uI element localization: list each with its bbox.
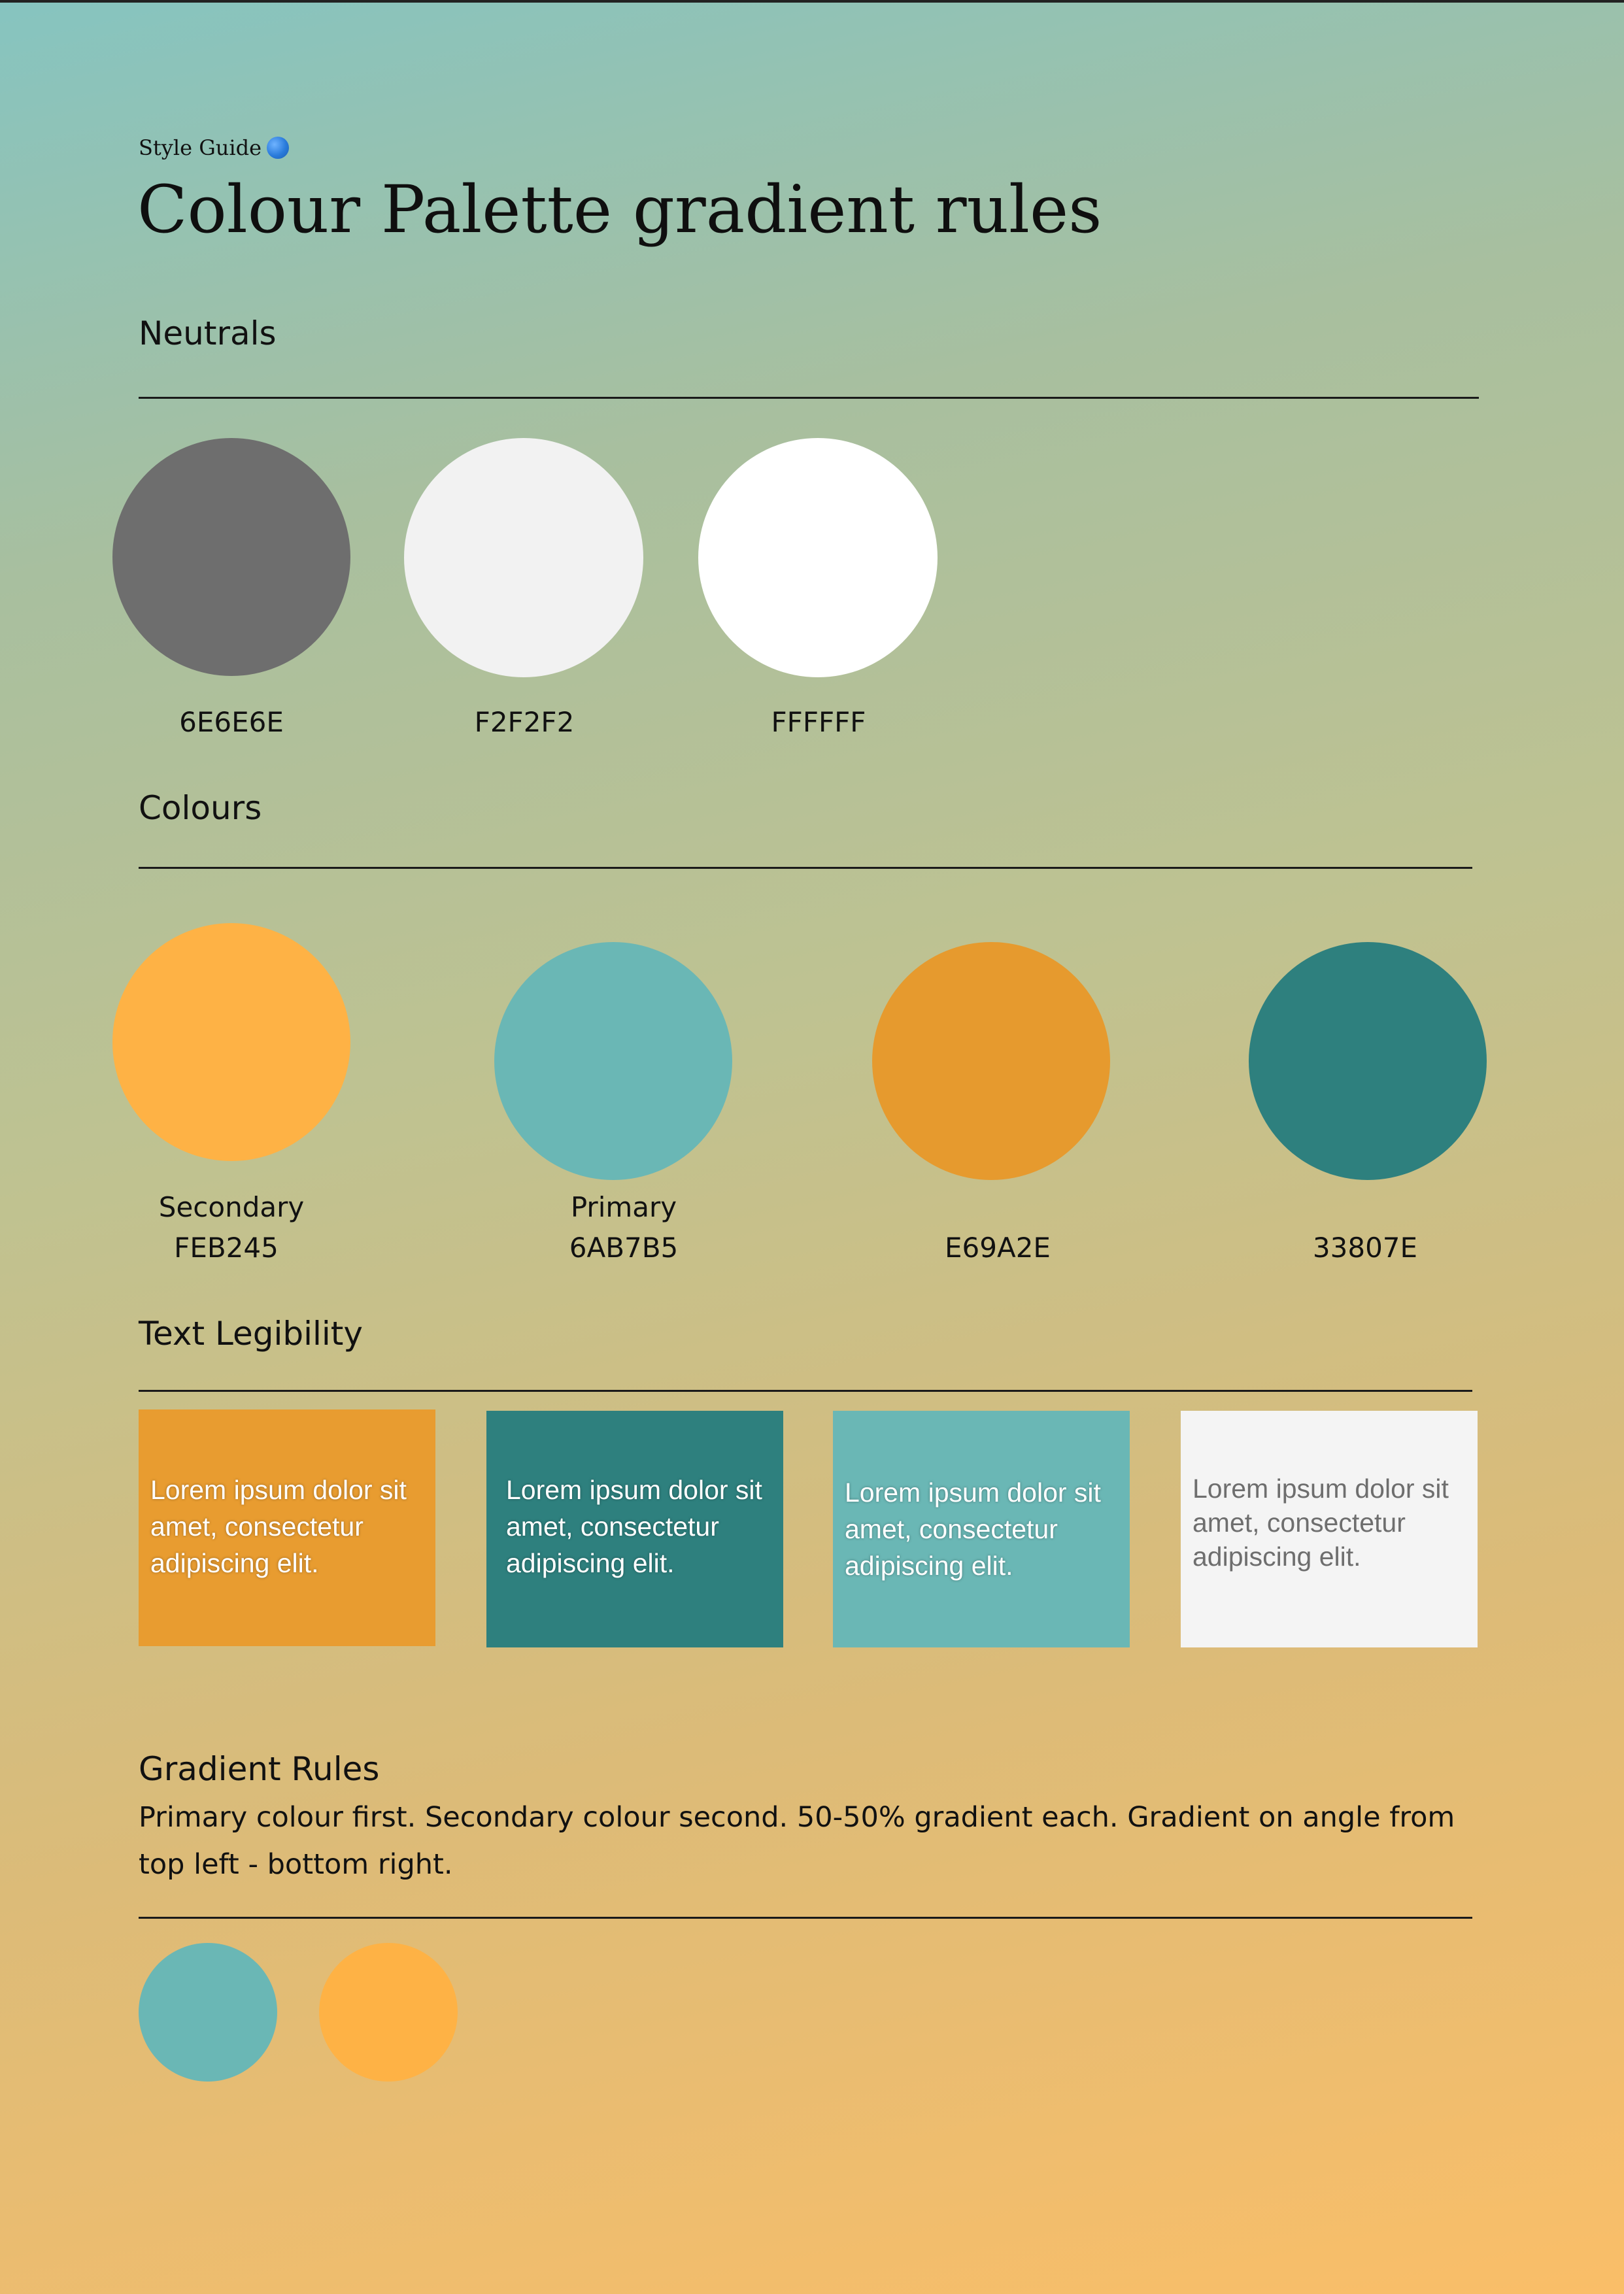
gradient-swatch-primary [139, 1943, 277, 2082]
legibility-card-light: Lorem ipsum dolor sit amet, consectetur … [1181, 1411, 1478, 1647]
neutral-hex-label: 6E6E6E [179, 706, 284, 738]
colour-swatch-33807e [1249, 942, 1487, 1180]
legibility-card-teal: Lorem ipsum dolor sit amet, consectetur … [486, 1411, 783, 1647]
gradient-description: Primary colour first. Secondary colour s… [139, 1801, 1455, 1881]
colour-hex-label: 33807E [1312, 1232, 1418, 1264]
colour-swatch-secondary [112, 923, 350, 1161]
legibility-sample-text: Lorem ipsum dolor sit amet, consectetur … [1193, 1474, 1449, 1572]
top-border [0, 0, 1624, 3]
neutrals-heading: Neutrals [139, 314, 277, 352]
legibility-sample-text: Lorem ipsum dolor sit amet, consectetur … [150, 1475, 407, 1578]
colour-swatch-primary [494, 942, 732, 1180]
neutral-swatch-ffffff [698, 438, 938, 677]
gradient-heading: Gradient Rules [139, 1750, 380, 1788]
legibility-card-orange: Lorem ipsum dolor sit amet, consectetur … [139, 1409, 435, 1646]
legibility-sample-text: Lorem ipsum dolor sit amet, consectetur … [845, 1477, 1101, 1581]
colour-swatch-e69a2e [872, 942, 1110, 1180]
neutrals-divider [139, 397, 1479, 399]
colours-divider [139, 867, 1472, 869]
neutral-swatch-6e6e6e [112, 438, 350, 676]
page-title: Colour Palette gradient rules [137, 171, 1102, 248]
colour-hex-label: FEB245 [174, 1232, 279, 1264]
neutral-swatch-f2f2f2 [404, 438, 643, 677]
blue-circle-icon [267, 137, 290, 159]
legibility-sample-text: Lorem ipsum dolor sit amet, consectetur … [506, 1475, 762, 1578]
colour-name-label: Primary [570, 1191, 677, 1223]
legibility-card-aqua: Lorem ipsum dolor sit amet, consectetur … [833, 1411, 1130, 1647]
neutral-hex-label: F2F2F2 [474, 706, 575, 738]
eyebrow-label: Style Guide [139, 135, 290, 161]
legibility-heading: Text Legibility [139, 1315, 363, 1353]
colour-name-label: Secondary [158, 1191, 305, 1223]
eyebrow-text: Style Guide [139, 135, 262, 160]
neutral-hex-label: FFFFFF [771, 706, 866, 738]
gradient-swatch-secondary [319, 1943, 458, 2082]
colours-heading: Colours [139, 789, 262, 827]
colour-hex-label: E69A2E [945, 1232, 1051, 1264]
legibility-divider [139, 1390, 1472, 1392]
gradient-divider [139, 1917, 1472, 1919]
colour-hex-label: 6AB7B5 [569, 1232, 679, 1264]
